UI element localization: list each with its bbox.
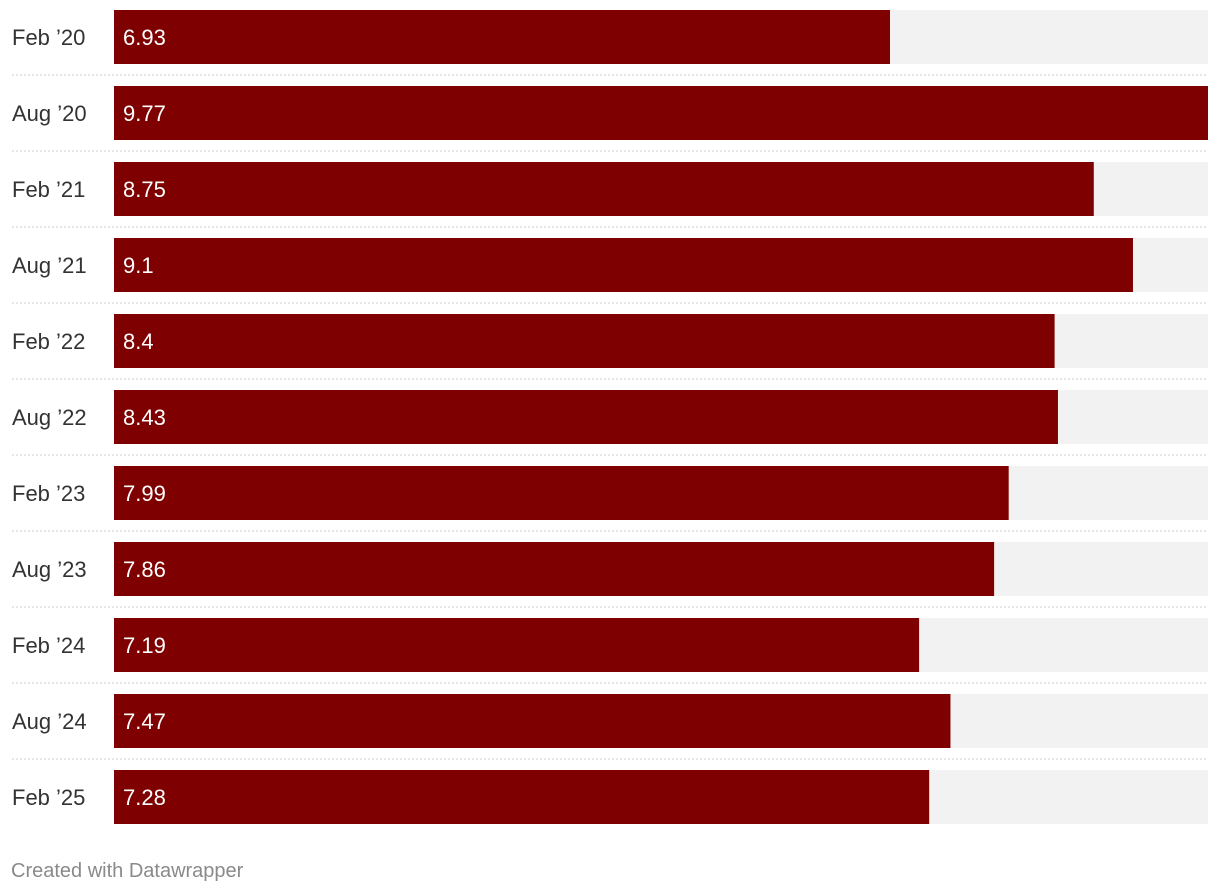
value-label: 8.75: [123, 177, 166, 202]
bar-row: Aug ’20 9.77: [12, 86, 1208, 140]
bar-row: Aug ’24 7.47: [12, 694, 1208, 748]
bar-row: Feb ’21 8.75: [12, 162, 1208, 216]
value-label: 7.99: [123, 481, 166, 506]
category-label: Aug ’20: [12, 101, 87, 126]
bar: [114, 466, 1009, 520]
bar: [114, 162, 1094, 216]
category-label: Feb ’24: [12, 633, 85, 658]
bar: [114, 770, 930, 824]
bar-row: Feb ’20 6.93: [12, 10, 1208, 64]
bar: [114, 86, 1208, 140]
value-label: 9.1: [123, 253, 154, 278]
bar-row: Aug ’23 7.86: [12, 542, 1208, 596]
bar: [114, 10, 890, 64]
value-label: 7.86: [123, 557, 166, 582]
category-label: Feb ’21: [12, 177, 85, 202]
bar: [114, 390, 1058, 444]
bar: [114, 694, 951, 748]
value-label: 7.28: [123, 785, 166, 810]
value-label: 9.77: [123, 101, 166, 126]
datawrapper-credit: Created with Datawrapper: [11, 860, 244, 882]
value-label: 7.47: [123, 709, 166, 734]
category-label: Aug ’24: [12, 709, 87, 734]
category-label: Aug ’21: [12, 253, 87, 278]
bar-row: Aug ’22 8.43: [12, 390, 1208, 444]
bar-row: Feb ’25 7.28: [12, 770, 1208, 824]
category-label: Feb ’22: [12, 329, 85, 354]
category-label: Feb ’20: [12, 25, 85, 50]
bar: [114, 238, 1133, 292]
category-label: Aug ’22: [12, 405, 87, 430]
value-label: 7.19: [123, 633, 166, 658]
bar: [114, 618, 920, 672]
bar: [114, 542, 995, 596]
category-label: Feb ’25: [12, 785, 85, 810]
bar-row: Feb ’24 7.19: [12, 618, 1208, 672]
bar-row: Aug ’21 9.1: [12, 238, 1208, 292]
bar: [114, 314, 1055, 368]
bar-chart: Feb ’20 6.93 Aug ’20 9.77 Feb ’21 8.75 Aug ’21…: [12, 10, 1208, 824]
bar-row: Feb ’23 7.99: [12, 466, 1208, 520]
value-label: 8.4: [123, 329, 154, 354]
category-label: Aug ’23: [12, 557, 87, 582]
value-label: 6.93: [123, 25, 166, 50]
value-label: 8.43: [123, 405, 166, 430]
bar-row: Feb ’22 8.4: [12, 314, 1208, 368]
category-label: Feb ’23: [12, 481, 85, 506]
